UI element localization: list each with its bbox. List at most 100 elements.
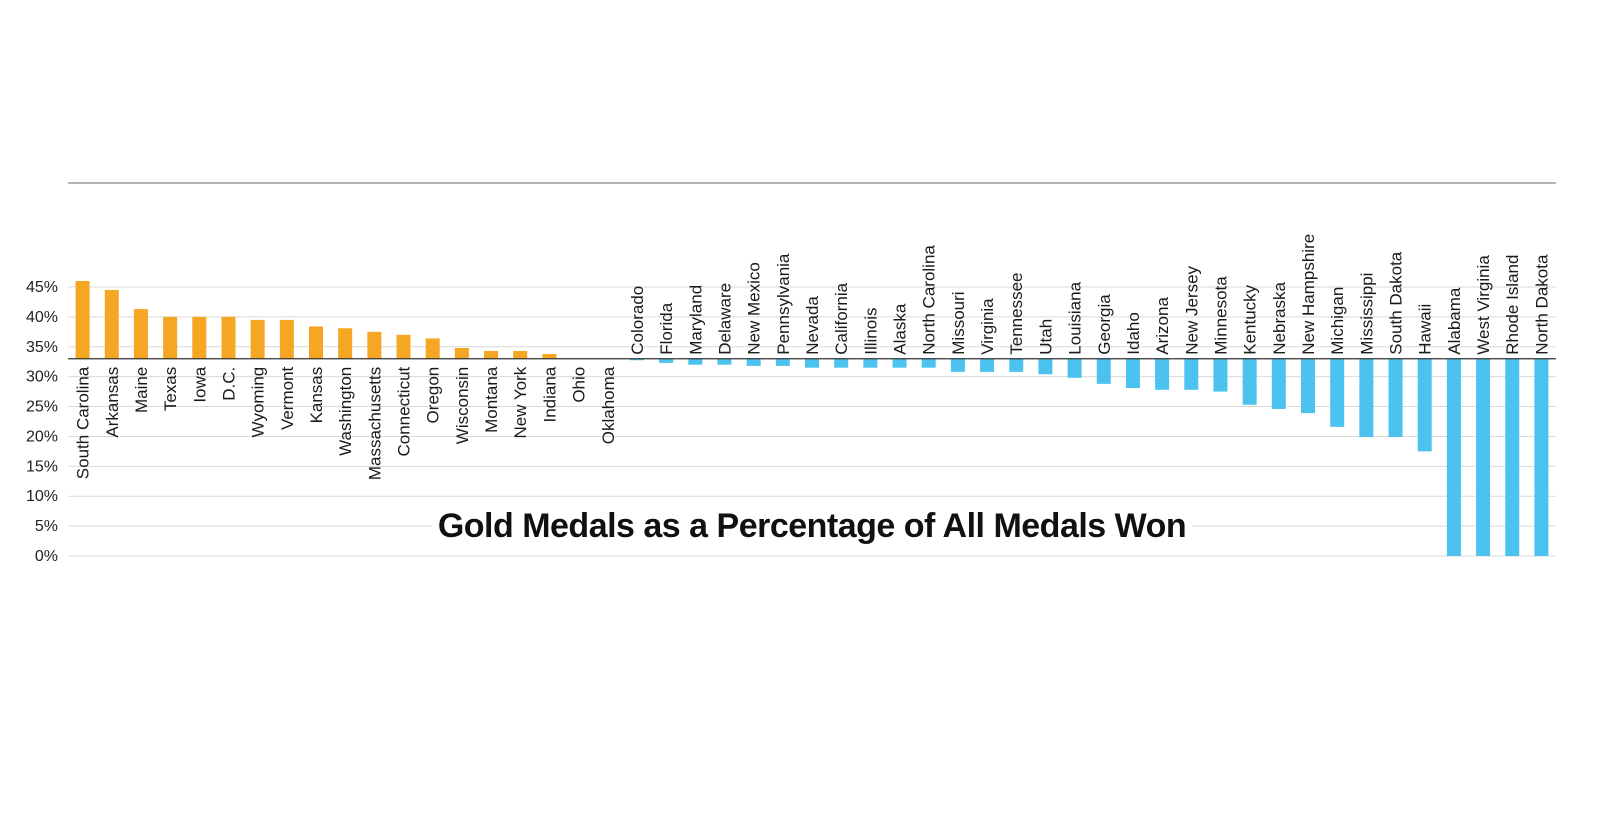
category-label: Hawaii [1416, 304, 1435, 355]
bar [1446, 358, 1461, 556]
category-label: Utah [1036, 319, 1055, 355]
y-tick-label: 30% [26, 369, 58, 386]
category-label: North Dakota [1532, 254, 1551, 355]
category-label: Illinois [861, 307, 880, 354]
y-axis: 0% 5% 10% 15% 20% 25% 30% 35% 40% 45% [26, 279, 58, 565]
category-label: Iowa [190, 366, 209, 402]
category-label: Massachusetts [365, 367, 384, 480]
title-background [431, 509, 1193, 543]
y-tick-label: 5% [35, 518, 58, 535]
bar [1359, 358, 1374, 438]
category-label: New York [511, 366, 530, 438]
bar [746, 358, 761, 366]
y-tick-label: 20% [26, 428, 58, 445]
bar [980, 358, 995, 372]
bar [1184, 358, 1199, 390]
bar [163, 316, 178, 359]
bar [1155, 358, 1170, 390]
bar [454, 347, 469, 359]
y-tick-label: 35% [26, 339, 58, 356]
y-tick-label: 10% [26, 488, 58, 505]
bar [805, 358, 819, 368]
bar [1213, 358, 1228, 392]
bars [75, 281, 1549, 556]
bar [629, 358, 644, 361]
category-label: Delaware [715, 283, 734, 355]
bar [775, 358, 790, 366]
category-label: Wyoming [249, 367, 268, 438]
category-label: Alabama [1445, 287, 1464, 355]
bar [688, 358, 703, 365]
category-label: Connecticut [395, 366, 414, 456]
category-label: Ohio [570, 367, 589, 403]
category-label: California [832, 282, 851, 354]
bar [542, 353, 557, 359]
bar [338, 328, 353, 359]
category-label: Maine [132, 367, 151, 413]
category-label: Mississippi [1357, 273, 1376, 355]
bar [513, 350, 528, 359]
bar [1242, 358, 1257, 405]
bar [1301, 358, 1315, 414]
category-label: Georgia [1095, 294, 1114, 355]
bar [1067, 358, 1082, 378]
category-label: Montana [482, 366, 501, 433]
category-label: Texas [161, 367, 180, 411]
y-tick-label: 45% [26, 279, 58, 296]
category-label: New Mexico [745, 262, 764, 355]
y-tick-label: 15% [26, 458, 58, 475]
category-label: New Hampshire [1299, 234, 1318, 355]
category-label: Washington [336, 367, 355, 456]
category-label: Maryland [686, 285, 705, 355]
bar [484, 350, 499, 359]
bar [1417, 358, 1432, 452]
bar [921, 358, 936, 368]
bar [221, 316, 236, 359]
category-label: Tennessee [1007, 272, 1026, 354]
chart-title-group: Gold Medals as a Percentage of All Medal… [431, 507, 1193, 545]
category-label: South Carolina [74, 366, 93, 479]
chart-title: Gold Medals as a Percentage of All Medal… [438, 507, 1186, 545]
bar [1271, 358, 1286, 409]
category-label: Florida [657, 302, 676, 355]
category-label: Pennsylvania [774, 253, 793, 355]
category-label: North Carolina [920, 245, 939, 355]
category-label: Louisiana [1066, 281, 1085, 354]
bar [1009, 358, 1024, 372]
category-label: Idaho [1124, 312, 1143, 355]
category-label: Virginia [978, 298, 997, 355]
y-tick-label: 25% [26, 399, 58, 416]
bar [834, 358, 849, 368]
category-label: South Dakota [1387, 251, 1406, 355]
bar [950, 358, 965, 372]
category-label: New Jersey [1182, 265, 1201, 354]
bar [1534, 358, 1549, 556]
grid [68, 286, 1556, 557]
category-label: Colorado [628, 286, 647, 355]
y-tick-label: 0% [35, 548, 58, 565]
category-label: Alaska [891, 303, 910, 355]
bar [250, 319, 265, 359]
category-label: Minnesota [1211, 276, 1230, 355]
category-label: D.C. [219, 367, 238, 401]
bar [1330, 358, 1345, 427]
category-label: Wisconsin [453, 367, 472, 444]
bar [863, 358, 878, 368]
bar [133, 309, 148, 359]
bar [892, 358, 907, 368]
category-label: Nevada [803, 296, 822, 355]
bar [1388, 358, 1403, 438]
category-label: Oregon [424, 367, 443, 424]
category-label: Vermont [278, 366, 297, 430]
category-labels: South Carolina Arkansas Maine Texas Iowa D.C.… [74, 234, 1552, 480]
bar [717, 358, 732, 365]
category-label: Kentucky [1241, 284, 1260, 354]
bar [309, 326, 323, 359]
category-label: Indiana [540, 366, 559, 422]
bar [1476, 358, 1491, 556]
category-label: Kansas [307, 367, 326, 424]
bar [367, 331, 382, 359]
category-label: Missouri [949, 291, 968, 354]
bar [75, 281, 90, 359]
